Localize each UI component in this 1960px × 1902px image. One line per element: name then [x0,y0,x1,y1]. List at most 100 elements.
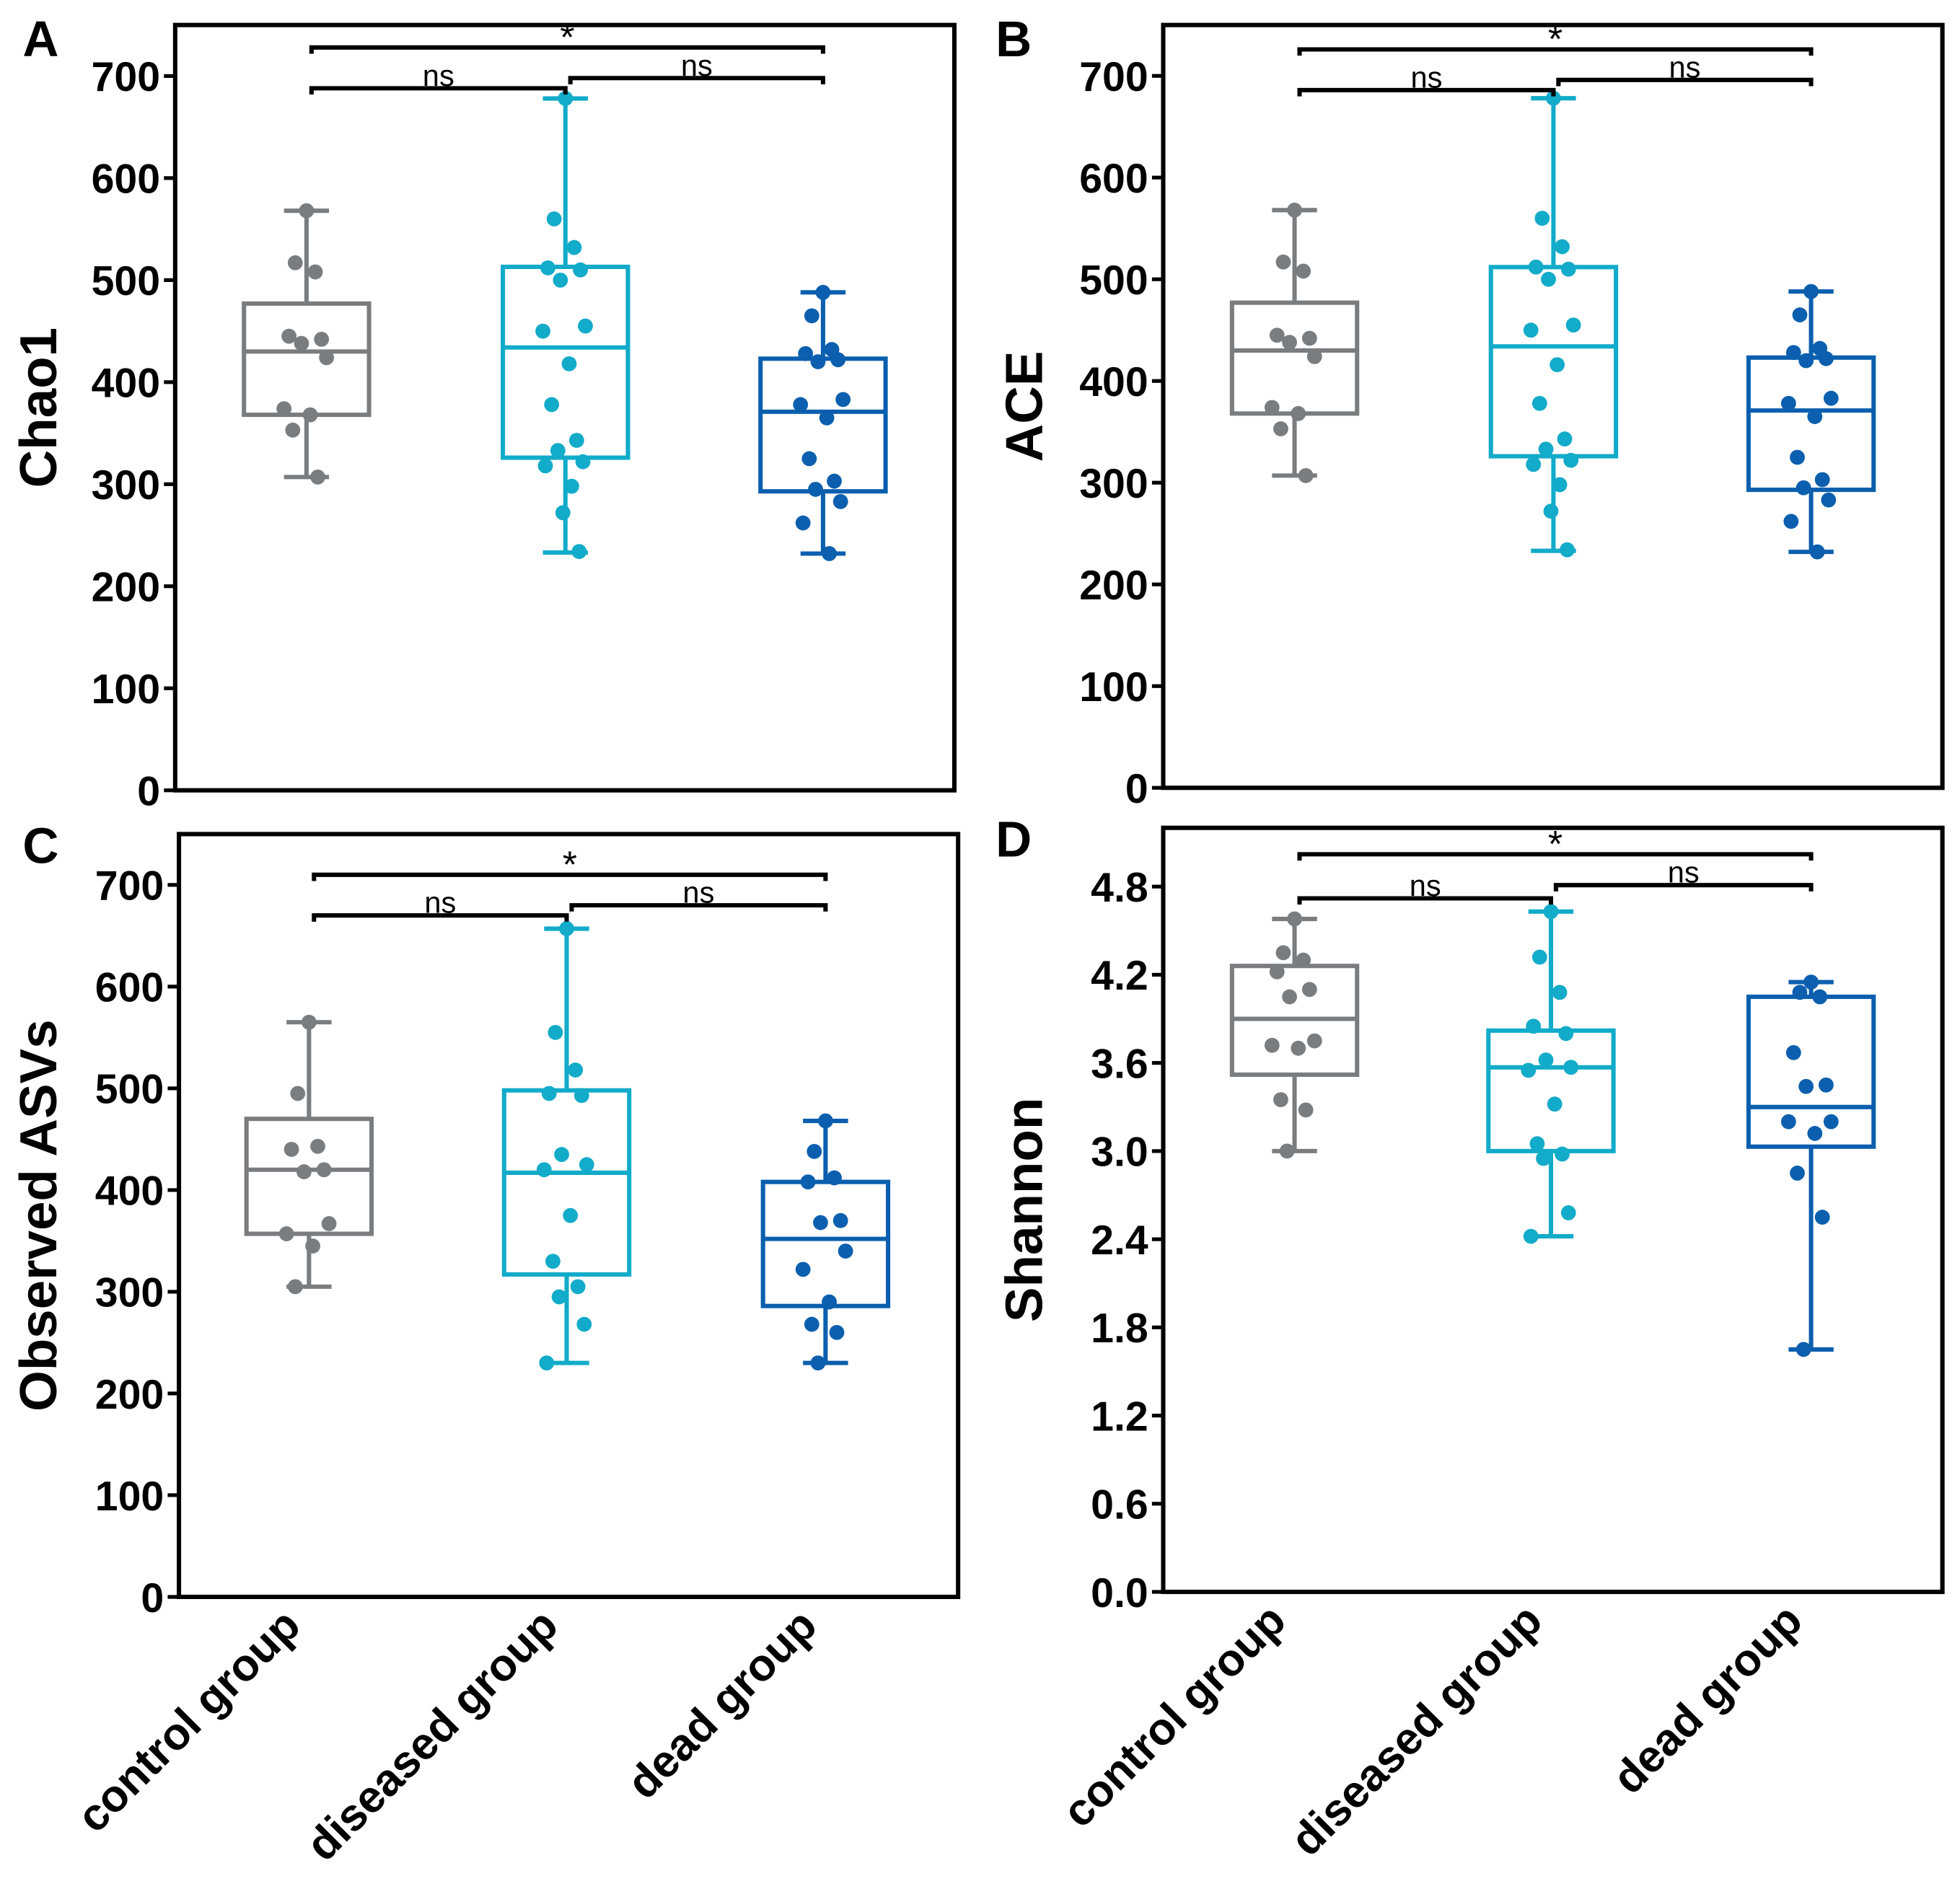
data-point [541,1086,557,1101]
plot-frame [1161,825,1945,1595]
y-tick-label: 0.6 [1091,1482,1148,1528]
data-point [795,1262,811,1277]
data-point [285,422,301,438]
significance-label: ns [1668,855,1700,889]
significance-label: * [563,844,577,886]
data-point [281,328,297,344]
data-point [319,350,335,366]
data-point [571,544,587,560]
data-point [559,921,574,936]
box-control-group [1229,911,1360,1159]
y-tick-label: 1.8 [1091,1306,1148,1352]
y-tick-label: 100 [1079,664,1148,710]
data-point [276,401,292,417]
data-point [570,1279,586,1295]
data-point [830,352,846,368]
data-point [564,478,579,494]
data-point [832,493,848,509]
data-point [1531,949,1547,965]
y-tick-label: 700 [92,54,160,100]
iqr-box [501,1088,632,1277]
data-point [1785,1045,1801,1060]
data-point [1550,357,1565,373]
data-point [1306,1033,1322,1049]
significance-label: * [1548,824,1563,866]
data-point [819,410,835,426]
box-diseased-group [501,91,630,560]
data-point [1541,271,1556,287]
data-point [573,262,588,278]
data-point [307,264,323,280]
data-point [1814,1210,1830,1225]
y-tick-label: 300 [92,462,160,508]
data-point [1296,263,1311,279]
box-diseased-group [501,921,632,1371]
significance-bracket [568,76,825,84]
data-point [810,354,826,369]
data-point [1803,283,1819,299]
y-tick-label: 0 [137,769,160,815]
data-point [1785,345,1801,361]
data-point [1809,544,1825,560]
data-point [1291,1040,1306,1056]
iqr-box [244,1117,374,1236]
data-point [1546,90,1561,106]
data-point [1552,477,1568,493]
data-point [1792,985,1808,1000]
data-point [813,1215,828,1230]
y-tick-label: 600 [95,965,164,1011]
x-tick-label: control group [1053,1595,1296,1837]
significance-label: ns [424,886,456,920]
data-point [1301,982,1317,998]
data-point [1790,449,1805,465]
panel-c: C Observed ASVs 0 100 200 300 400 500 600 700 ns ns… [9,817,961,1870]
y-tick-label: 2.4 [1091,1218,1148,1264]
y-tick-label: 0 [1125,766,1148,812]
panel-b: B ACE 0 100 200 300 400 500 600 700 ns ns * [995,11,1945,812]
data-point [804,308,819,324]
data-point [793,397,809,413]
data-point [1282,335,1297,351]
data-point [558,91,574,106]
y-tick-label: 3.0 [1091,1130,1148,1176]
data-point [1818,1077,1834,1093]
data-point [1287,202,1302,218]
data-point [1798,1078,1814,1094]
data-point [1521,1062,1537,1078]
significance-label: ns [1669,50,1700,84]
plot-frame [1161,22,1945,791]
box-control-group [244,1014,374,1295]
data-point [1269,964,1285,979]
data-point [835,392,851,408]
data-point [290,1086,306,1101]
data-point [1818,351,1834,366]
y-tick-label: 400 [92,361,160,407]
significance-label: ns [682,876,714,910]
data-point [1780,1114,1796,1130]
data-point [302,407,318,423]
significance-bracket [1556,77,1814,87]
data-point [1558,1026,1574,1042]
data-point [1534,211,1550,226]
data-point [1528,259,1544,275]
y-tick-label: 700 [1079,54,1148,100]
y-tick-label: 700 [95,863,164,910]
data-point [1269,327,1285,343]
y-axis-label: ACE [995,351,1053,462]
x-tick-label: control group [68,1600,310,1842]
data-point [1538,441,1554,457]
data-point [1560,261,1576,277]
data-point [1823,1114,1839,1130]
significance-bracket [312,872,828,881]
data-point [1823,390,1839,406]
data-point [822,1294,837,1310]
data-point [284,1142,299,1157]
y-axis-label: Shannon [995,1098,1053,1322]
data-point [550,443,566,459]
y-axis-label: Chao1 [9,327,68,488]
data-point [1780,395,1796,411]
box-dead-group [1746,283,1876,560]
data-point [1543,503,1559,519]
data-point [1291,405,1306,421]
